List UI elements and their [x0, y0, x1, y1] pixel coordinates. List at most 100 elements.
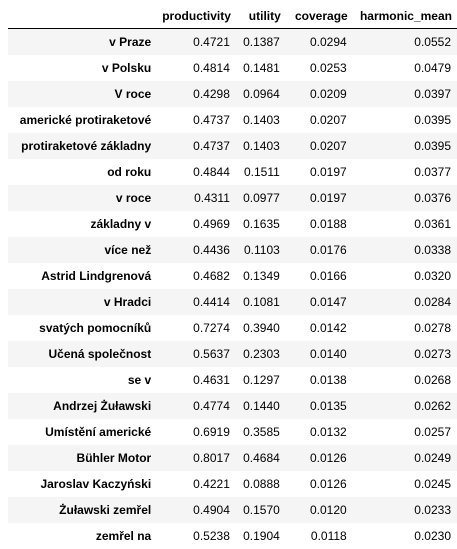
- cell-harmonic-mean: 0.0249: [414, 450, 451, 465]
- cell-productivity: 0.4682: [193, 268, 230, 283]
- row-label: Andrzej Żuławski: [53, 398, 152, 413]
- table-row: v Praze 0.4721 0.1387 0.0294 0.0552: [8, 28, 457, 55]
- cell-productivity: 0.4298: [193, 86, 230, 101]
- table-row: v Polsku 0.4814 0.1481 0.0253 0.0479: [8, 55, 457, 81]
- cell-harmonic-mean: 0.0262: [414, 398, 451, 413]
- cell-productivity: 0.4969: [193, 216, 230, 231]
- cell-harmonic-mean: 0.0377: [414, 164, 451, 179]
- cell-coverage: 0.0120: [310, 502, 347, 517]
- cell-harmonic-mean: 0.0273: [414, 346, 451, 361]
- cell-productivity: 0.4814: [193, 60, 230, 75]
- cell-coverage: 0.0197: [310, 164, 347, 179]
- cell-utility: 0.1511: [243, 164, 280, 179]
- cell-coverage: 0.0197: [310, 190, 347, 205]
- row-label: Jaroslav Kaczyński: [40, 476, 152, 491]
- table-row: Učená společnost 0.5637 0.2303 0.0140 0.0273: [8, 340, 457, 367]
- cell-utility: 0.0977: [243, 190, 280, 205]
- table-row: v Hradci 0.4414 0.1081 0.0147 0.0284: [8, 288, 457, 315]
- cell-productivity: 0.5238: [193, 528, 230, 543]
- table-row: Andrzej Żuławski 0.4774 0.1440 0.0135 0.0262: [8, 392, 457, 419]
- cell-harmonic-mean: 0.0257: [414, 424, 451, 439]
- cell-productivity: 0.4737: [193, 138, 230, 153]
- row-label: V roce: [114, 86, 152, 101]
- row-label: Umístění americké: [45, 424, 152, 439]
- table-row: americké protiraketové 0.4737 0.1403 0.0207…: [8, 107, 457, 133]
- dataframe-table: productivity utility coverage harmonic_m…: [8, 4, 457, 549]
- header-coverage: coverage: [285, 4, 353, 29]
- cell-coverage: 0.0166: [310, 268, 347, 283]
- cell-utility: 0.4684: [243, 450, 280, 465]
- cell-productivity: 0.4311: [194, 190, 230, 205]
- cell-productivity: 0.4904: [193, 502, 230, 517]
- cell-productivity: 0.7274: [193, 320, 230, 335]
- cell-coverage: 0.0126: [310, 450, 347, 465]
- row-label: v roce: [115, 190, 152, 205]
- cell-coverage: 0.0132: [310, 424, 347, 439]
- cell-coverage: 0.0176: [310, 242, 347, 257]
- cell-utility: 0.1081: [243, 294, 280, 309]
- cell-harmonic-mean: 0.0376: [414, 190, 451, 205]
- cell-utility: 0.1570: [243, 502, 280, 517]
- cell-productivity: 0.6919: [193, 424, 230, 439]
- row-label: americké protiraketové: [19, 112, 152, 127]
- header-harmonic-mean: harmonic_mean: [352, 4, 457, 29]
- row-label: se v: [127, 372, 152, 387]
- table-row: Bühler Motor 0.8017 0.4684 0.0126 0.0249: [8, 444, 457, 471]
- header-productivity: productivity: [157, 4, 236, 29]
- cell-productivity: 0.4774: [193, 398, 230, 413]
- cell-coverage: 0.0188: [310, 216, 347, 231]
- table-body: v Praze 0.4721 0.1387 0.0294 0.0552 v Polsku 0…: [8, 28, 457, 549]
- table-row: svatých pomocníků 0.7274 0.3940 0.0142 0.027…: [8, 315, 457, 341]
- table-row: od roku 0.4844 0.1511 0.0197 0.0377: [8, 159, 457, 185]
- row-label: protiraketové základny: [21, 138, 152, 153]
- header-row: productivity utility coverage harmonic_m…: [8, 4, 457, 29]
- row-label: v Polsku: [101, 60, 152, 75]
- cell-harmonic-mean: 0.0361: [414, 216, 451, 231]
- row-label: od roku: [107, 164, 152, 179]
- table-row: protiraketové základny 0.4737 0.1403 0.0207…: [8, 132, 457, 159]
- row-label: základny v: [90, 216, 152, 231]
- table-row: se v 0.4631 0.1297 0.0138 0.0268: [8, 367, 457, 393]
- cell-harmonic-mean: 0.0245: [414, 476, 451, 491]
- cell-utility: 0.1403: [243, 112, 280, 127]
- cell-harmonic-mean: 0.0320: [414, 268, 451, 283]
- cell-harmonic-mean: 0.0395: [414, 138, 451, 153]
- cell-productivity: 0.5637: [193, 346, 230, 361]
- cell-coverage: 0.0135: [310, 398, 347, 413]
- row-label: Astrid Lindgrenová: [41, 268, 152, 283]
- cell-utility: 0.0888: [243, 476, 280, 491]
- cell-productivity: 0.4414: [193, 294, 230, 309]
- cell-utility: 0.3585: [243, 424, 280, 439]
- table-row: zemřel na 0.5238 0.1904 0.0118 0.0230: [8, 523, 457, 549]
- cell-coverage: 0.0209: [310, 86, 347, 101]
- cell-harmonic-mean: 0.0233: [414, 502, 451, 517]
- cell-utility: 0.3940: [243, 320, 280, 335]
- cell-utility: 0.0964: [243, 86, 280, 101]
- cell-utility: 0.1904: [243, 528, 280, 543]
- row-label: více než: [104, 242, 152, 257]
- cell-harmonic-mean: 0.0230: [414, 528, 451, 543]
- cell-harmonic-mean: 0.0479: [414, 60, 451, 75]
- cell-productivity: 0.4631: [193, 372, 230, 387]
- table-row: V roce 0.4298 0.0964 0.0209 0.0397: [8, 80, 457, 107]
- cell-productivity: 0.4844: [193, 164, 230, 179]
- cell-harmonic-mean: 0.0397: [414, 86, 451, 101]
- cell-harmonic-mean: 0.0552: [414, 34, 451, 49]
- table-row: v roce 0.4311 0.0977 0.0197 0.0376: [8, 184, 457, 211]
- cell-coverage: 0.0140: [310, 346, 347, 361]
- cell-harmonic-mean: 0.0278: [414, 320, 451, 335]
- cell-coverage: 0.0294: [310, 34, 347, 49]
- row-label: v Praze: [109, 34, 152, 49]
- cell-productivity: 0.8017: [193, 450, 230, 465]
- cell-utility: 0.1387: [243, 34, 280, 49]
- row-label: v Hradci: [103, 294, 152, 309]
- row-label: svatých pomocníků: [39, 320, 152, 335]
- table-row: Żuławski zemřel 0.4904 0.1570 0.0120 0.0233: [8, 496, 457, 523]
- cell-utility: 0.1440: [243, 398, 280, 413]
- cell-productivity: 0.4737: [193, 112, 230, 127]
- cell-harmonic-mean: 0.0284: [414, 294, 451, 309]
- cell-utility: 0.2303: [243, 346, 280, 361]
- cell-utility: 0.1103: [243, 242, 280, 257]
- cell-coverage: 0.0142: [310, 320, 347, 335]
